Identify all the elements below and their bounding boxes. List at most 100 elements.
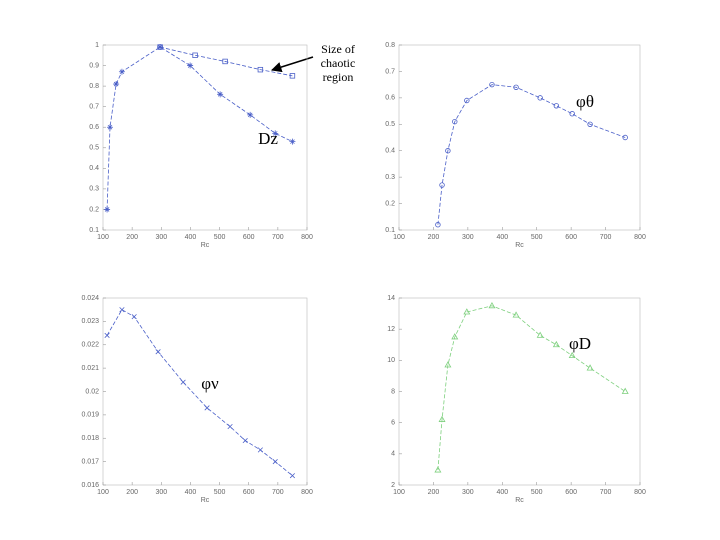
series-line <box>437 305 626 471</box>
series-label: φθ <box>576 92 594 111</box>
x-tick-label: 300 <box>155 489 167 496</box>
y-tick-label: 0.7 <box>385 68 395 75</box>
x-tick-label: 400 <box>496 489 508 496</box>
y-tick-label: 0.6 <box>89 124 99 131</box>
marker <box>552 340 560 348</box>
y-tick-label: 0.9 <box>89 62 99 69</box>
marker <box>488 301 496 309</box>
x-tick-label: 700 <box>272 489 284 496</box>
x-tick-label: 500 <box>531 489 543 496</box>
x-tick-label: 100 <box>393 489 405 496</box>
marker <box>587 121 593 127</box>
series-label: φν <box>201 374 219 393</box>
y-tick-label: 0.02 <box>85 388 99 395</box>
x-tick-label: 500 <box>214 234 226 241</box>
marker <box>289 73 296 79</box>
x-tick-label: 300 <box>155 234 167 241</box>
marker <box>438 415 446 422</box>
x-tick-label: 600 <box>565 234 577 241</box>
x-tick-label: 800 <box>634 489 646 496</box>
x-axis-label: Rc <box>515 497 524 504</box>
marker <box>217 91 224 98</box>
marker <box>118 68 125 75</box>
series-line <box>106 309 293 476</box>
x-tick-label: 700 <box>600 489 612 496</box>
y-tick-label: 0.017 <box>81 458 99 465</box>
marker <box>272 459 278 465</box>
x-tick-label: 500 <box>531 234 543 241</box>
marker <box>104 332 110 338</box>
marker <box>435 222 441 228</box>
marker <box>445 148 451 154</box>
x-tick-label: 200 <box>428 489 440 496</box>
y-tick-label: 0.019 <box>81 412 99 419</box>
x-tick-label: 400 <box>185 234 197 241</box>
x-tick-label: 200 <box>428 234 440 241</box>
x-tick-label: 700 <box>600 234 612 241</box>
marker <box>586 364 594 371</box>
series-line <box>106 46 293 210</box>
marker <box>439 182 445 188</box>
y-tick-label: 0.4 <box>385 148 395 155</box>
y-tick-label: 0.022 <box>81 342 99 349</box>
x-tick-label: 600 <box>243 489 255 496</box>
marker <box>536 331 544 338</box>
x-axis-label: Rc <box>201 497 210 504</box>
marker <box>568 351 576 359</box>
x-tick-label: 600 <box>565 489 577 496</box>
marker <box>289 138 296 145</box>
y-tick-label: 0.8 <box>89 83 99 90</box>
y-tick-label: 0.5 <box>89 145 99 152</box>
marker <box>257 447 263 453</box>
marker <box>131 314 137 320</box>
x-tick-label: 600 <box>243 234 255 241</box>
marker <box>247 111 254 118</box>
plot-frame <box>398 297 641 486</box>
y-tick-label: 0.2 <box>385 200 395 207</box>
marker <box>444 361 452 368</box>
annotation: Size of chaotic region <box>320 42 356 84</box>
marker <box>257 66 264 73</box>
plot-frame <box>398 44 641 231</box>
y-tick-label: 4 <box>391 451 395 458</box>
x-tick-label: 400 <box>185 489 197 496</box>
x-tick-label: 800 <box>301 234 313 241</box>
marker <box>537 95 543 101</box>
y-tick-label: 8 <box>391 388 395 395</box>
marker <box>104 206 111 213</box>
x-tick-label: 100 <box>97 234 109 241</box>
x-tick-label: 100 <box>97 489 109 496</box>
y-tick-label: 0.024 <box>81 295 99 302</box>
y-tick-label: 0.4 <box>89 165 99 172</box>
x-tick-label: 200 <box>126 489 138 496</box>
marker <box>204 405 210 411</box>
y-tick-label: 0.7 <box>89 104 99 111</box>
y-tick-label: 1 <box>95 42 99 49</box>
marker <box>272 130 279 137</box>
y-tick-label: 14 <box>387 295 395 302</box>
marker <box>192 52 198 58</box>
y-tick-label: 2 <box>391 482 395 489</box>
x-tick-label: 500 <box>214 489 226 496</box>
x-tick-label: 200 <box>126 234 138 241</box>
marker <box>622 134 628 141</box>
marker <box>513 84 519 90</box>
x-axis-label: Rc <box>515 242 524 249</box>
marker <box>289 473 296 479</box>
x-tick-label: 800 <box>634 234 646 241</box>
y-tick-label: 0.1 <box>89 227 99 234</box>
marker <box>180 379 186 385</box>
y-tick-label: 12 <box>387 326 395 333</box>
y-tick-label: 0.3 <box>89 186 99 193</box>
marker <box>227 423 233 430</box>
marker <box>155 349 161 355</box>
x-axis-label: Rc <box>201 242 210 249</box>
marker <box>434 466 442 473</box>
marker <box>113 81 120 88</box>
marker <box>451 333 459 340</box>
y-tick-label: 6 <box>391 420 395 427</box>
series-line <box>437 84 626 225</box>
marker <box>621 387 629 394</box>
marker <box>512 311 520 318</box>
